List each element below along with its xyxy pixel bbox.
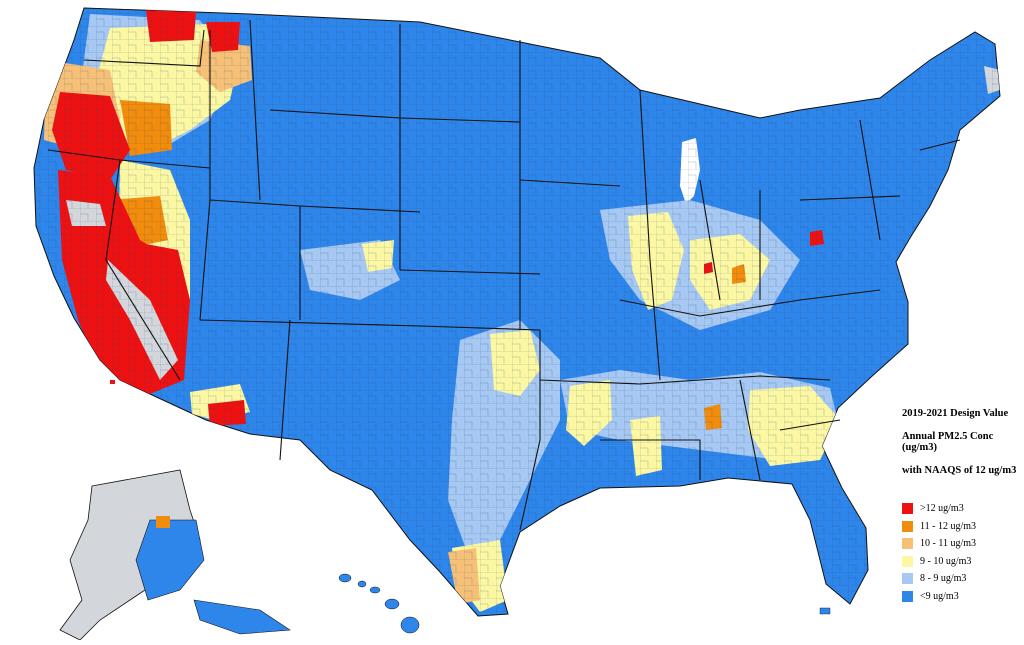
alaska	[59, 469, 291, 641]
legend-label: 9 - 10 ug/m3	[920, 555, 972, 567]
legend-swatch	[902, 538, 913, 550]
legend-title-line1: 2019-2021 Design Value	[902, 407, 1009, 419]
legend-title-line2: Annual PM2.5 Conc (ug/m3)	[902, 430, 994, 454]
state-borders	[47, 19, 961, 531]
legend-swatch	[902, 573, 913, 585]
hawaii	[338, 573, 420, 634]
legend-title-line3: with NAAQS of 12 ug/m3	[902, 465, 1017, 476]
legend-swatch	[902, 503, 913, 515]
legend-label: <9 ug/m3	[920, 590, 959, 602]
legend-item: >12 ug/m3	[902, 500, 1020, 518]
legend-item: 11 - 12 ug/m3	[902, 518, 1020, 536]
small-islands	[110, 380, 831, 615]
legend-item: 8 - 9 ug/m3	[902, 570, 1020, 588]
legend-item: <9 ug/m3	[902, 588, 1020, 606]
legend-item: 9 - 10 ug/m3	[902, 553, 1020, 571]
legend-items: >12 ug/m3 11 - 12 ug/m3 10 - 11 ug/m3 9 - 1…	[902, 500, 1020, 605]
legend-label: >12 ug/m3	[920, 503, 964, 515]
legend-label: 8 - 9 ug/m3	[920, 573, 967, 585]
legend-swatch	[902, 520, 913, 532]
legend: 2019-2021 Design Value Annual PM2.5 Conc…	[902, 396, 1020, 605]
legend-label: 10 - 11 ug/m3	[920, 538, 977, 550]
legend-swatch	[902, 590, 913, 602]
legend-swatch	[902, 555, 913, 567]
legend-title: 2019-2021 Design Value Annual PM2.5 Conc…	[902, 396, 1020, 488]
legend-item: 10 - 11 ug/m3	[902, 535, 1020, 553]
legend-label: 11 - 12 ug/m3	[920, 520, 977, 532]
